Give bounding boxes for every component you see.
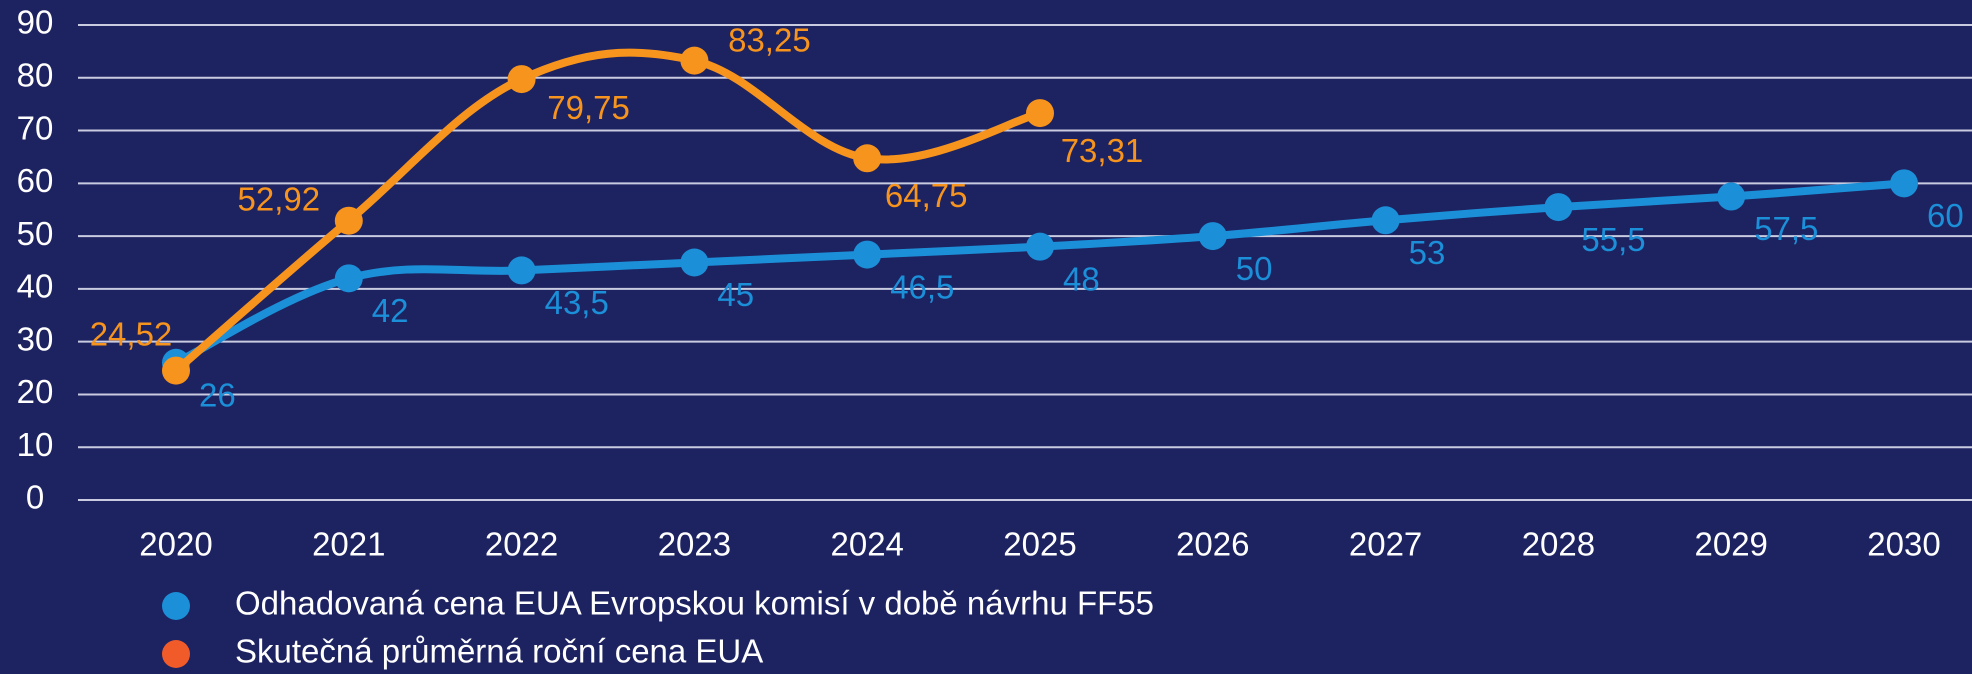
- x-tick-label: 2020: [139, 526, 212, 563]
- data-label: 48: [1063, 260, 1100, 297]
- y-tick-label: 20: [17, 373, 54, 410]
- data-label: 53: [1409, 234, 1446, 271]
- legend-marker: [162, 640, 190, 668]
- y-tick-label: 10: [17, 426, 54, 463]
- y-tick-label: 80: [17, 56, 54, 93]
- data-point: [508, 256, 536, 284]
- x-tick-label: 2022: [485, 526, 558, 563]
- data-point: [1890, 169, 1918, 197]
- data-point: [335, 207, 363, 235]
- data-label: 42: [372, 292, 409, 329]
- x-tick-label: 2024: [830, 526, 903, 563]
- data-point: [853, 241, 881, 269]
- y-tick-label: 0: [26, 479, 44, 516]
- data-point: [1026, 233, 1054, 261]
- data-point: [853, 144, 881, 172]
- chart: 0102030405060708090202020212022202320242…: [0, 0, 1972, 674]
- x-tick-label: 2029: [1694, 526, 1767, 563]
- x-tick-label: 2027: [1349, 526, 1422, 563]
- data-point: [680, 249, 708, 277]
- y-tick-label: 50: [17, 215, 54, 252]
- y-tick-label: 30: [17, 320, 54, 357]
- y-tick-label: 40: [17, 268, 54, 305]
- y-tick-label: 70: [17, 109, 54, 146]
- data-point: [1544, 193, 1572, 221]
- x-tick-label: 2021: [312, 526, 385, 563]
- data-label: 45: [717, 276, 754, 313]
- data-label: 83,25: [728, 21, 811, 58]
- data-point: [1026, 99, 1054, 127]
- data-label: 50: [1236, 250, 1273, 287]
- data-label: 79,75: [547, 89, 630, 126]
- data-label: 64,75: [885, 177, 968, 214]
- data-label: 24,52: [90, 315, 173, 352]
- x-tick-label: 2030: [1867, 526, 1940, 563]
- data-label: 55,5: [1581, 221, 1645, 258]
- y-tick-label: 60: [17, 162, 54, 199]
- data-point: [335, 264, 363, 292]
- data-point: [508, 65, 536, 93]
- data-label: 26: [199, 376, 236, 413]
- y-tick-label: 90: [17, 4, 54, 41]
- data-label: 43,5: [545, 284, 609, 321]
- data-label: 57,5: [1754, 210, 1818, 247]
- x-tick-label: 2026: [1176, 526, 1249, 563]
- data-point: [680, 47, 708, 75]
- legend-label: Skutečná průměrná roční cena EUA: [235, 633, 763, 670]
- x-tick-label: 2023: [658, 526, 731, 563]
- page: {"chart_data": { "type": "line", "catego…: [0, 0, 1972, 674]
- data-label: 60: [1927, 197, 1964, 234]
- data-label: 52,92: [238, 180, 321, 217]
- data-point: [162, 357, 190, 385]
- x-tick-label: 2025: [1003, 526, 1076, 563]
- data-label: 46,5: [890, 268, 954, 305]
- data-point: [1717, 183, 1745, 211]
- data-point: [1372, 206, 1400, 234]
- data-point: [1199, 222, 1227, 250]
- legend-label: Odhadovaná cena EUA Evropskou komisí v d…: [235, 585, 1154, 622]
- legend-marker: [162, 592, 190, 620]
- x-tick-label: 2028: [1522, 526, 1595, 563]
- data-label: 73,31: [1061, 132, 1144, 169]
- background: [0, 0, 1972, 674]
